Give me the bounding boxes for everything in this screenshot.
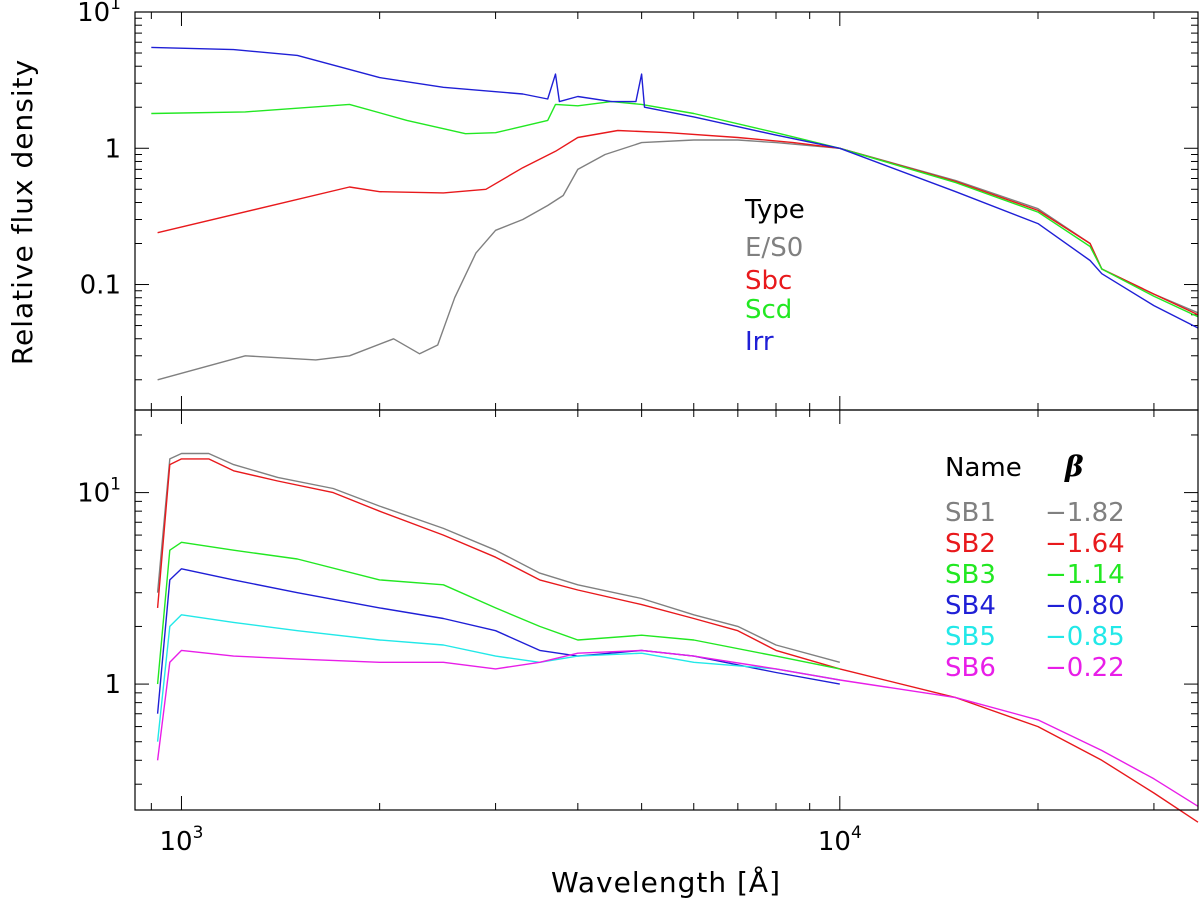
legend-beta-sb6: −0.22 <box>1045 653 1125 683</box>
series-line-e-s0 <box>157 139 1199 381</box>
x-tick-labels: 103 104 <box>160 823 862 857</box>
legend-name-sb3: SB3 <box>945 560 996 590</box>
series-line-sb2 <box>156 458 1199 823</box>
series-line-sb4 <box>156 568 840 714</box>
series-line-sbc <box>157 129 1199 316</box>
bottom-plot-frame <box>134 409 1199 811</box>
bottom-legend-beta-header: β <box>1064 450 1084 483</box>
top-axis-ticks <box>135 11 1198 410</box>
legend-beta-sb1: −1.82 <box>1045 498 1125 528</box>
bottom-y-tick-labels: 101 1 <box>77 475 121 700</box>
bottom-series-lines <box>156 452 1199 823</box>
series-line-scd <box>151 100 1199 318</box>
bottom-legend-rows: SB1 −1.82 SB2 −1.64 SB3 −1.14 SB4 −0.80 SB5 −0.85… <box>945 498 1125 683</box>
legend-beta-sb5: −0.85 <box>1045 622 1125 652</box>
legend-name-sb4: SB4 <box>945 591 996 621</box>
legend-name-sb6: SB6 <box>945 653 996 683</box>
series-line-sb6 <box>156 649 1199 807</box>
y-tick-label: 1 <box>104 670 121 700</box>
top-y-axis-label: Relative flux density <box>6 59 39 365</box>
bottom-panel: 101 1 103 104 Wavelength [Å] Name β SB1 −1.… <box>77 409 1199 899</box>
legend-name-sb1: SB1 <box>945 498 996 528</box>
top-series-lines <box>151 46 1199 381</box>
series-line-sb5 <box>156 614 840 742</box>
top-legend: Type E/S0 Sbc Scd Irr <box>744 195 805 357</box>
top-legend-entry-e-s0: E/S0 <box>745 233 803 263</box>
legend-name-sb2: SB2 <box>945 529 996 559</box>
series-line-sb1 <box>156 452 840 663</box>
y-tick-label: 101 <box>77 0 121 28</box>
legend-beta-sb2: −1.64 <box>1045 529 1125 559</box>
legend-beta-sb4: −0.80 <box>1045 591 1125 621</box>
y-tick-label: 1 <box>104 134 121 164</box>
series-line-sb3 <box>156 541 840 685</box>
series-line-irr <box>151 46 1199 329</box>
bottom-axis-ticks <box>135 410 1198 810</box>
y-tick-label: 0.1 <box>80 271 121 301</box>
x-tick-label: 104 <box>818 823 862 857</box>
x-axis-label: Wavelength [Å] <box>551 865 781 899</box>
x-tick-label: 103 <box>160 823 204 857</box>
bottom-legend-name-header: Name <box>945 453 1022 483</box>
top-panel: 101 1 0.1 Relative flux density Type E/S0 … <box>6 0 1199 411</box>
top-y-tick-labels: 101 1 0.1 <box>77 0 121 301</box>
top-legend-entry-sbc: Sbc <box>745 266 792 296</box>
top-legend-entry-irr: Irr <box>745 327 774 357</box>
y-tick-label: 101 <box>77 475 121 509</box>
top-legend-entry-scd: Scd <box>745 295 792 325</box>
legend-name-sb5: SB5 <box>945 622 996 652</box>
top-legend-title: Type <box>744 195 805 225</box>
legend-beta-sb3: −1.14 <box>1045 560 1125 590</box>
